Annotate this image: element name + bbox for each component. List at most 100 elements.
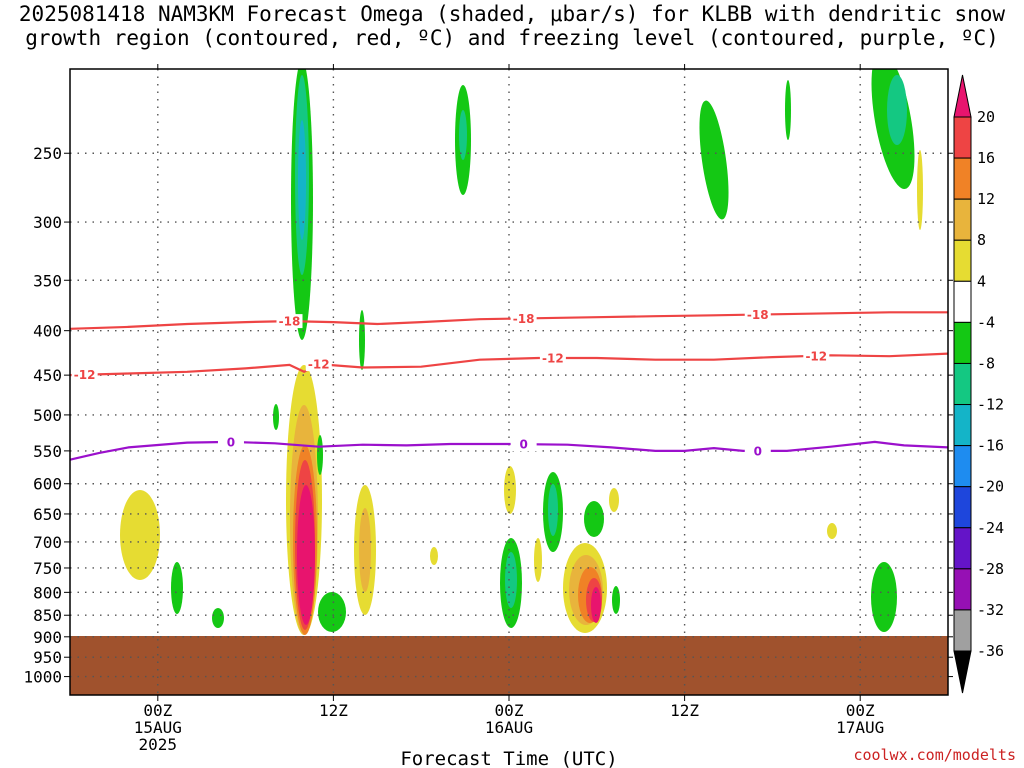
contour-label: -12 [74, 368, 96, 382]
contour-label: 0 [519, 438, 527, 452]
contour-label: -12 [805, 349, 827, 363]
omega-blob [584, 501, 604, 537]
omega-blob [120, 490, 160, 580]
contour-line-0 [69, 440, 949, 461]
x-tick-label: 00Z [143, 701, 172, 720]
y-tick-label: 450 [33, 366, 62, 385]
contour-label-bg [71, 367, 98, 382]
x-tick-label: 12Z [670, 701, 699, 720]
contour-label-bg [276, 314, 303, 329]
omega-blob [171, 562, 183, 614]
contour-label-bg [744, 307, 771, 322]
y-tick-label: 900 [33, 628, 62, 647]
contour-label: -12 [542, 351, 564, 365]
contour-line--18 [69, 311, 948, 330]
colorbar-label: -28 [977, 560, 1004, 578]
x-tick-label: 12Z [319, 701, 348, 720]
omega-blob [459, 110, 467, 160]
x-axis-title: Forecast Time (UTC) [400, 748, 617, 768]
omega-blob [298, 120, 306, 240]
omega-blob [548, 484, 558, 536]
title-line-1: 2025081418 NAM3KM Forecast Omega (shaded… [18, 2, 1006, 26]
chart-title: 2025081418 NAM3KM Forecast Omega (shaded… [0, 2, 1024, 50]
contour-layer: -18 -18 -18 -12 -12 -12 -12 0 0 0 [69, 307, 949, 461]
colorbar-swatch [953, 321, 972, 364]
x-tick-label: 00Z [846, 701, 875, 720]
contour-label: -18 [279, 315, 301, 329]
y-tick-label: 250 [33, 144, 62, 163]
omega-blob [318, 592, 346, 632]
colorbar-swatch [953, 280, 972, 323]
colorbar-swatch [953, 116, 972, 159]
y-tick-label: 1000 [23, 668, 62, 687]
colorbar-swatch [953, 445, 972, 488]
colorbar-label: -8 [977, 354, 995, 372]
omega-blob [504, 466, 516, 514]
omega-blob [534, 538, 542, 582]
colorbar-label: 12 [977, 190, 995, 208]
y-tick-label: 300 [33, 213, 62, 232]
colorbar-swatch [953, 239, 972, 282]
y-tick-label: 600 [33, 475, 62, 494]
omega-blob [273, 404, 279, 430]
contour-label-bg [744, 443, 771, 458]
colorbar-label: -12 [977, 396, 1004, 414]
omega-blob [827, 523, 837, 539]
omega-blob [609, 488, 619, 512]
omega-blob [505, 552, 517, 608]
omega-blob [785, 80, 791, 140]
colorbar-swatch [953, 198, 972, 241]
omega-blob [917, 150, 923, 230]
colorbar-extend-top [953, 74, 972, 118]
omega-blob [871, 562, 897, 632]
y-tick-label: 350 [33, 271, 62, 290]
contour-label: 0 [754, 444, 762, 458]
colorbar-swatch [953, 609, 972, 652]
omega-blob [297, 485, 315, 625]
contour-label-bg [510, 311, 537, 326]
colorbar-label: 16 [977, 149, 995, 167]
omega-blob [317, 435, 323, 475]
omega-blob [359, 508, 371, 592]
omega-blob [359, 310, 365, 370]
colorbar-label: -16 [977, 437, 1004, 455]
colorbar-swatch [953, 362, 972, 406]
y-tick-label: 750 [33, 559, 62, 578]
contour-label: 0 [227, 435, 235, 449]
omega-blob [699, 100, 729, 220]
colorbar-label: 20 [977, 108, 995, 126]
contour-label-bg [217, 434, 244, 449]
contour-label-bg [803, 348, 830, 363]
colorbar-label: -20 [977, 478, 1004, 496]
colorbar-label: -4 [977, 313, 995, 331]
colorbar-swatch [953, 157, 972, 200]
colorbar-label: 8 [977, 231, 986, 249]
colorbar-swatch [953, 404, 972, 447]
credit-link[interactable]: coolwx.com/modelts [853, 746, 1016, 764]
omega-blob [591, 587, 601, 623]
colorbar-label: -36 [977, 642, 1004, 660]
omega-blob [887, 75, 907, 145]
y-tick-label: 950 [33, 648, 62, 667]
omega-blob [430, 547, 438, 565]
colorbar-extend-bottom [953, 650, 972, 694]
contour-label-bg [539, 350, 566, 365]
x-tick-label: 16AUG [485, 718, 533, 737]
contour-label-bg [305, 357, 332, 372]
y-tick-label: 550 [33, 442, 62, 461]
colorbar-swatch [953, 486, 972, 529]
x-tick-label: 17AUG [836, 718, 884, 737]
colorbar-label: -32 [977, 601, 1004, 619]
y-tick-label: 850 [33, 606, 62, 625]
contour-label-bg [510, 437, 537, 452]
shading-layer [120, 69, 923, 635]
terrain-below-ground [70, 636, 948, 695]
contour-label: -12 [308, 358, 330, 372]
y-tick-label: 500 [33, 406, 62, 425]
title-line-2: growth region (contoured, red, ºC) and f… [25, 26, 999, 50]
contour-label: -18 [747, 308, 769, 322]
y-tick-label: 650 [33, 505, 62, 524]
colorbar-swatch [953, 527, 972, 570]
